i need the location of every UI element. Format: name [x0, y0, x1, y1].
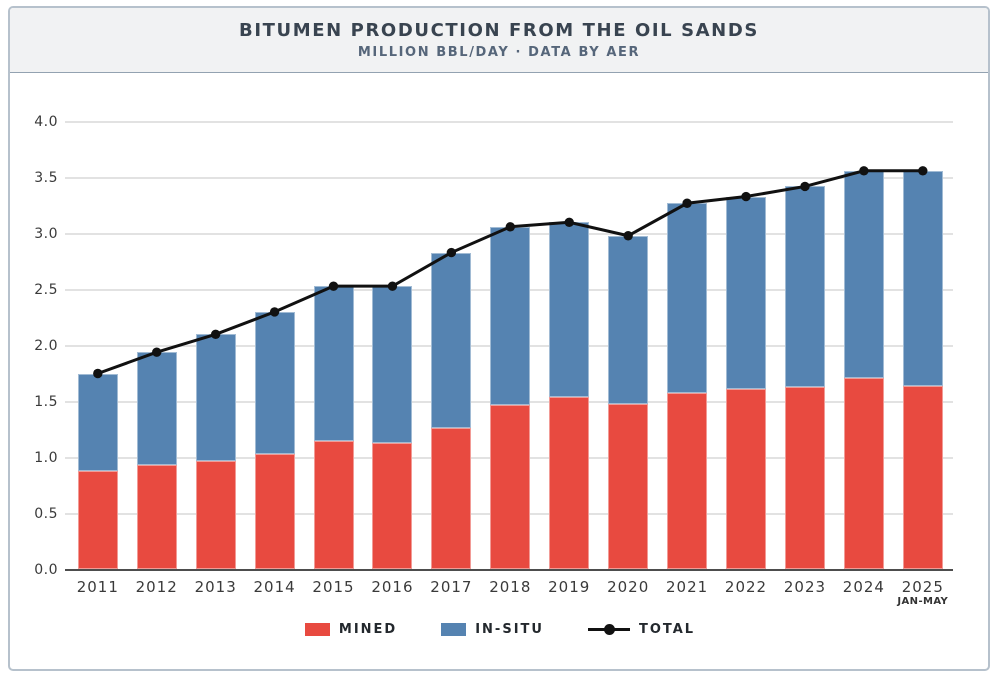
total-point-2017	[446, 247, 457, 258]
total-point-2013	[210, 329, 221, 339]
total-point-2019	[564, 217, 574, 227]
bar-insitu-2025	[902, 170, 943, 386]
legend: MINED IN-SITU TOTAL	[0, 617, 1000, 641]
xtick-2023: 2023	[783, 577, 827, 596]
legend-label-total: TOTAL	[638, 621, 696, 637]
xtick-2020: 2020	[607, 577, 650, 596]
total-point-2025	[918, 166, 928, 176]
insitu-swatch-icon	[441, 622, 467, 636]
bar-insitu-2018	[490, 226, 531, 405]
gridline-4.0	[65, 120, 953, 123]
total-point-2014	[269, 307, 280, 317]
bar-mined-2020	[608, 403, 649, 570]
x-axis-line	[65, 568, 953, 571]
bar-mined-2012	[136, 465, 177, 570]
bar-mined-2022	[726, 389, 767, 570]
bar-insitu-2011	[77, 373, 118, 471]
chart-subtitle: MILLION BBL/DAY · DATA BY AER	[357, 45, 641, 60]
xtick-2012: 2012	[135, 577, 178, 596]
legend-label-mined: MINED	[338, 621, 398, 637]
ytick-0.0: 0.0	[34, 561, 58, 578]
xtick-2014: 2014	[253, 577, 296, 596]
total-point-2016	[387, 281, 398, 291]
total-point-2022	[741, 191, 751, 202]
gridline-3.5	[65, 176, 953, 179]
bar-mined-2014	[254, 454, 295, 570]
bar-mined-2018	[490, 404, 531, 570]
bar-mined-2013	[195, 460, 236, 570]
xtick-2011: 2011	[76, 577, 119, 596]
bar-mined-2025	[902, 385, 943, 570]
legend-item-insitu: IN-SITU	[441, 622, 544, 637]
bar-insitu-2014	[254, 311, 295, 455]
bar-mined-2019	[549, 397, 590, 570]
ytick-2.5: 2.5	[34, 281, 58, 298]
bar-mined-2015	[313, 440, 354, 570]
bar-mined-2023	[784, 386, 825, 570]
total-point-2015	[328, 281, 339, 291]
ytick-3.5: 3.5	[34, 169, 58, 186]
legend-item-mined: MINED	[304, 621, 398, 637]
bar-insitu-2021	[667, 203, 708, 393]
xtick-2022: 2022	[724, 577, 768, 596]
total-point-2024	[859, 166, 869, 176]
bar-insitu-2017	[431, 252, 472, 429]
ytick-1.0: 1.0	[34, 449, 58, 466]
bar-mined-2016	[372, 442, 413, 570]
total-line	[93, 166, 928, 379]
xtick-2013: 2013	[194, 577, 237, 596]
xtick-2015: 2015	[312, 577, 355, 596]
ytick-4.0: 4.0	[34, 113, 58, 130]
total-point-2020	[623, 231, 633, 241]
ytick-2.0: 2.0	[34, 337, 58, 354]
ytick-0.5: 0.5	[34, 505, 58, 522]
bar-mined-2021	[667, 392, 708, 570]
mined-swatch-icon	[304, 622, 330, 636]
bar-mined-2017	[431, 428, 472, 570]
legend-item-total: TOTAL	[587, 621, 696, 637]
total-point-2018	[505, 222, 516, 232]
xtick-2025: 2025	[901, 577, 944, 596]
xtick-2016: 2016	[371, 577, 414, 596]
bar-insitu-2019	[549, 222, 590, 398]
bar-insitu-2016	[372, 286, 413, 443]
bar-mined-2011	[77, 470, 118, 570]
total-line-marker-icon	[587, 623, 630, 635]
bar-insitu-2022	[726, 196, 767, 390]
chart-title: BITUMEN PRODUCTION FROM THE OIL SANDS	[239, 20, 759, 41]
legend-label-insitu: IN-SITU	[475, 621, 544, 637]
total-point-2021	[682, 198, 692, 208]
bar-insitu-2024	[843, 170, 884, 378]
ytick-3.0: 3.0	[34, 225, 58, 242]
xtick-2017: 2017	[430, 577, 473, 596]
bar-insitu-2015	[313, 286, 354, 441]
bar-insitu-2020	[608, 235, 649, 404]
bar-insitu-2023	[784, 186, 825, 387]
xtick-2019: 2019	[548, 577, 591, 596]
bar-mined-2024	[843, 377, 884, 570]
xtick-2021: 2021	[666, 577, 709, 596]
xtick-2018: 2018	[489, 577, 532, 596]
xtick-note-2025: JAN-MAY	[897, 595, 949, 607]
ytick-1.5: 1.5	[34, 393, 58, 410]
total-point-2023	[800, 181, 810, 192]
xtick-2024: 2024	[842, 577, 885, 596]
total-point-2011	[93, 368, 103, 379]
bar-insitu-2013	[195, 334, 236, 461]
total-point-2012	[152, 347, 162, 357]
chart-header: BITUMEN PRODUCTION FROM THE OIL SANDS MI…	[10, 8, 988, 73]
bar-insitu-2012	[136, 352, 177, 466]
